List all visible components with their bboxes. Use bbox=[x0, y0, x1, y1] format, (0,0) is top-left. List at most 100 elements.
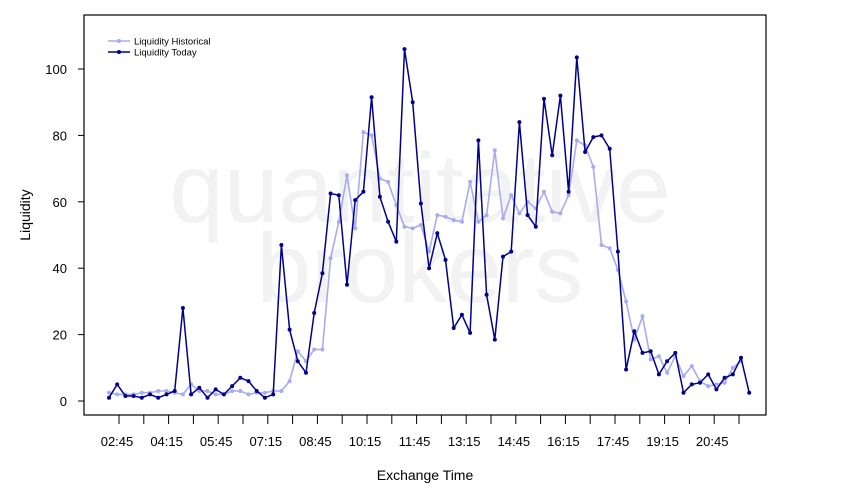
point-historical bbox=[443, 214, 448, 219]
point-historical bbox=[361, 130, 366, 135]
point-historical bbox=[476, 219, 481, 224]
y-tick-label: 20 bbox=[53, 328, 67, 343]
point-historical bbox=[353, 226, 358, 231]
point-today bbox=[148, 392, 152, 397]
point-today bbox=[624, 367, 629, 372]
point-today bbox=[418, 201, 423, 206]
point-today bbox=[550, 153, 555, 158]
point-historical bbox=[607, 246, 612, 251]
point-historical bbox=[345, 173, 349, 178]
point-today bbox=[484, 292, 489, 297]
point-historical bbox=[665, 370, 670, 375]
point-today bbox=[402, 47, 407, 52]
x-tick-label: 07:15 bbox=[250, 434, 283, 449]
point-historical bbox=[369, 133, 374, 138]
point-historical bbox=[287, 379, 292, 384]
point-today bbox=[665, 359, 670, 364]
point-historical bbox=[542, 189, 546, 194]
point-today bbox=[312, 311, 317, 315]
point-today bbox=[443, 257, 448, 262]
point-historical bbox=[501, 216, 505, 221]
point-today bbox=[632, 329, 637, 334]
point-historical bbox=[648, 357, 653, 362]
point-today bbox=[230, 384, 235, 389]
point-historical bbox=[435, 213, 440, 218]
point-historical bbox=[205, 389, 210, 393]
point-historical bbox=[115, 392, 120, 397]
point-today bbox=[287, 327, 292, 332]
point-today bbox=[213, 387, 218, 392]
x-tick-label: 20:45 bbox=[696, 434, 729, 449]
watermark: quantitative brokers bbox=[169, 133, 670, 323]
legend-label-historical: Liquidity Historical bbox=[134, 37, 211, 48]
point-historical bbox=[402, 224, 407, 229]
y-tick-label: 40 bbox=[53, 261, 67, 276]
point-historical bbox=[336, 219, 341, 224]
point-today bbox=[615, 249, 620, 254]
point-historical bbox=[246, 392, 251, 397]
point-historical bbox=[689, 364, 694, 369]
point-today bbox=[254, 389, 259, 393]
legend-marker-historical bbox=[117, 39, 121, 43]
point-today bbox=[164, 392, 169, 397]
point-historical bbox=[517, 211, 522, 216]
point-today bbox=[566, 189, 571, 194]
point-today bbox=[574, 55, 579, 60]
point-today bbox=[747, 390, 752, 395]
point-historical bbox=[213, 392, 218, 397]
point-today bbox=[607, 146, 612, 151]
x-tick-label: 05:45 bbox=[200, 434, 233, 449]
point-today bbox=[172, 389, 177, 393]
point-historical bbox=[558, 211, 563, 216]
watermark-line-2: brokers bbox=[257, 213, 584, 323]
point-today bbox=[131, 394, 136, 398]
x-tick-label: 19:15 bbox=[646, 434, 679, 449]
series-layer bbox=[107, 47, 752, 400]
point-today bbox=[739, 355, 743, 360]
point-today bbox=[459, 312, 464, 317]
point-today bbox=[583, 150, 588, 154]
point-today bbox=[361, 189, 366, 194]
point-historical bbox=[312, 347, 317, 352]
point-today bbox=[591, 135, 596, 140]
x-tick-label: 11:45 bbox=[399, 434, 431, 449]
point-today bbox=[492, 337, 497, 342]
point-historical bbox=[139, 390, 144, 395]
point-today bbox=[369, 95, 374, 100]
point-historical bbox=[566, 193, 571, 198]
x-tick-label: 16:15 bbox=[547, 434, 580, 449]
point-today bbox=[656, 372, 661, 377]
y-tick-label: 60 bbox=[53, 195, 67, 210]
y-tick-label: 100 bbox=[45, 62, 67, 77]
x-tick-label: 04:15 bbox=[150, 434, 183, 449]
point-today bbox=[320, 271, 325, 276]
point-today bbox=[336, 193, 341, 198]
point-historical bbox=[656, 354, 661, 359]
point-historical bbox=[328, 256, 333, 261]
point-today bbox=[681, 390, 686, 395]
point-today bbox=[221, 392, 226, 397]
point-today bbox=[246, 379, 251, 384]
point-today bbox=[714, 387, 719, 392]
x-tick-label: 10:15 bbox=[349, 434, 382, 449]
point-historical bbox=[230, 389, 235, 393]
point-historical bbox=[180, 392, 185, 397]
point-today bbox=[197, 385, 202, 390]
point-today bbox=[451, 326, 456, 330]
point-today bbox=[377, 194, 382, 199]
x-axis: 02:45 04:15 05:45 07:15 08:45 10:15 11:45 13:15… bbox=[101, 415, 740, 449]
point-today bbox=[689, 382, 694, 387]
point-today bbox=[509, 249, 514, 254]
plot-frame bbox=[83, 14, 767, 416]
point-historical bbox=[238, 389, 243, 393]
point-today bbox=[476, 138, 481, 143]
point-today bbox=[115, 382, 120, 387]
point-today bbox=[279, 243, 284, 247]
point-historical bbox=[107, 390, 111, 395]
point-historical bbox=[550, 209, 555, 214]
point-historical bbox=[295, 349, 300, 354]
point-historical bbox=[722, 380, 727, 385]
point-historical bbox=[509, 193, 514, 198]
